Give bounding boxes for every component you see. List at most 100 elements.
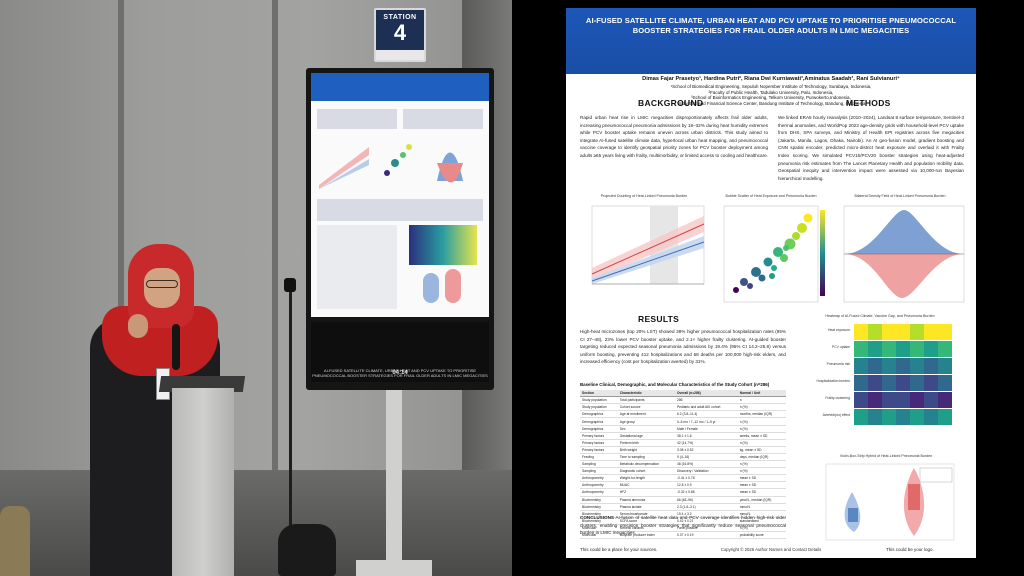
mic-stand (289, 282, 292, 562)
table-cell: 19.4 ± 3.2 (674, 510, 738, 518)
table-cell: Diagnostic cohort (617, 467, 675, 476)
wall-seam (118, 0, 124, 576)
heatmap-row-label: Heat exposure (827, 328, 850, 332)
table-row: Demographics Age at enrollment 6.2 (3.8–11… (580, 410, 786, 419)
heatmap-cell (910, 358, 924, 374)
table-row: Biochemistry SCFA score 0.42 ± 0.21 standar… (580, 517, 786, 525)
table-row: Study population Total participants 286 n (580, 396, 786, 405)
table-caption: Baseline Clinical, Demographic, and Mole… (580, 382, 770, 387)
table-row: Primary factors Birth weight 3.08 ± 0.52 kg… (580, 446, 786, 454)
heatmap-cell (882, 392, 896, 408)
table-cell: Biochemistry (580, 503, 618, 511)
monitor-text-block (403, 109, 483, 129)
table-body: Study population Total participants 286 n St… (580, 396, 786, 540)
fig2-bubble (751, 267, 761, 277)
table-row: Primary factors Gestational age 38.1 ± 1.6… (580, 432, 786, 440)
presenter-glasses (146, 280, 178, 288)
heatmap-cell (896, 324, 910, 340)
fig3-upper-density (844, 210, 964, 254)
presenter-face (144, 268, 180, 308)
table-cell: Time to sampling (617, 453, 675, 462)
heatmap-cell (882, 324, 896, 340)
fig5-violin-chart (818, 462, 958, 544)
table-cell: 42 (14.7%) (674, 439, 738, 447)
fig2-bubble (758, 274, 766, 282)
heatmap-cell (854, 341, 868, 357)
heatmap-cell (882, 375, 896, 391)
podium (172, 388, 234, 576)
table-row: Biochemistry Plasma ammonia 66 (48–96) µmol… (580, 496, 786, 504)
monitor-violin (445, 269, 461, 303)
background-heading: BACKGROUND (638, 98, 704, 108)
table-cell: mmol/L (737, 510, 786, 518)
table-cell: mmol/L (737, 503, 786, 511)
heatmap-cell (868, 375, 882, 391)
conclusions-block: CONCLUSIONS AI-fusion of satellite heat … (580, 514, 786, 537)
table-cell: standardised (737, 517, 786, 525)
heatmap-row-label: Frailty clustering (825, 396, 850, 400)
affiliation-line: ⁴Industrial and Financial Science Center… (676, 100, 866, 106)
heatmap-cell (896, 341, 910, 357)
table-cell: Molecular (580, 524, 618, 532)
fig3-lower-density (844, 254, 964, 298)
heatmap-cell (924, 392, 938, 408)
conclusions-text: AI-fusion of satellite heat data and PCV… (580, 515, 786, 536)
table-cell: Biochemistry (580, 510, 618, 518)
table-row: Biochemistry Serum bicarbonate 19.4 ± 3.2 m… (580, 510, 786, 518)
heatmap-cell (868, 324, 882, 340)
table-cell: Primary factors (580, 446, 618, 454)
heatmap-cell (924, 341, 938, 357)
cohort-table: Section Characteristic Overall (n=286) Norm… (580, 390, 786, 540)
table-cell: Age group (617, 417, 675, 426)
monitor-heatmap (409, 225, 477, 265)
table-cell: Butyrate producer index (617, 531, 675, 540)
heatmap-cell (854, 409, 868, 425)
affiliation-line: ²Faculty of Public Health, Tadulako Univ… (708, 89, 834, 95)
fig2-bubble (771, 265, 777, 271)
table-cell: Serum bicarbonate (617, 510, 675, 518)
table-cell: Feeding (580, 453, 618, 462)
table-cell: Birth weight (617, 446, 675, 454)
poster-affiliations: ¹School of Biomedical Engineering, Sepul… (606, 84, 936, 106)
research-poster: AI-FUSED SATELLITE CLIMATE, URBAN HEAT A… (566, 8, 976, 558)
table-cell: 48 (16.8%) (674, 460, 738, 469)
poster-footer-copyright: Copyright © 2026 Author Names and Contac… (720, 547, 822, 552)
fig2-bubble (769, 273, 775, 279)
floor (0, 470, 512, 576)
table-row: Sampling Diagnostic cohort Discovery / Val… (580, 467, 786, 476)
table-row: Demographics Age group 0–6 mo / 7–12 mo / … (580, 417, 786, 426)
heatmap-cell (868, 341, 882, 357)
poster-title: AI-FUSED SATELLITE CLIMATE, URBAN HEAT A… (585, 16, 957, 35)
heatmap-cell (924, 324, 938, 340)
methods-heading: METHODS (846, 98, 891, 108)
conclusions-label: CONCLUSIONS (580, 515, 614, 520)
fig1-red-band (592, 216, 704, 280)
heatmap-row-label: Pneumonia risk (826, 362, 850, 366)
monitor-footer: AI-FUSED SATELLITE CLIMATE, URBAN HEAT A… (311, 322, 489, 382)
monitor-time: 04:14 (392, 370, 408, 376)
heatmap-cell (910, 392, 924, 408)
fig1-red-line (591, 223, 705, 275)
heatmap-cell (938, 409, 952, 425)
table-cell: Total participants (617, 396, 675, 405)
heatmap-cell (882, 409, 896, 425)
affiliation-line: ³School of Bioinformatics Engineering, T… (691, 95, 851, 101)
fig4-title: Heatmap of AI-Fused Climate, Vaccine Gap… (825, 314, 935, 318)
table-header-cell: Characteristic (617, 390, 675, 398)
table-cell: Male / Female (674, 425, 738, 433)
fig2-bubble (747, 283, 753, 289)
table-cell: 2.3 (1.6–3.1) (674, 503, 738, 511)
table-cell: probability score (737, 531, 786, 540)
table-cell: Metabolic decompensation (617, 460, 675, 469)
table-row: Primary factors Preterm birth 42 (14.7%) n … (580, 439, 786, 447)
table-cell: n (%) (737, 467, 786, 476)
conference-photo: STATION 4 (0, 0, 512, 576)
fig5-legend (919, 467, 953, 483)
table-cell: 286 (674, 396, 738, 405)
fig5-box-blue (848, 508, 858, 522)
results-text: High-heat microzones (top 20% LST) showe… (580, 329, 786, 365)
table-row: Anthropometry HFZ -0.32 ± 0.86 mean ± SD (580, 488, 786, 497)
table-cell: Anthropometry (580, 481, 618, 490)
table-header-cell: Section (580, 390, 618, 398)
monitor-stand-base (356, 560, 432, 576)
